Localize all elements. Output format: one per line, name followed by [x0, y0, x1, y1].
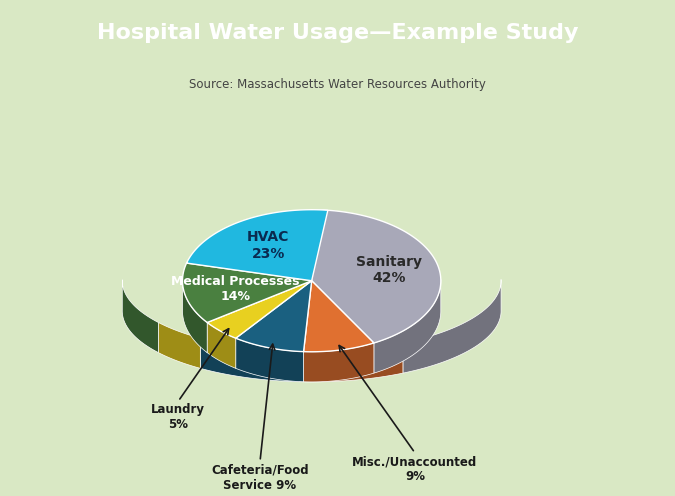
Polygon shape	[182, 280, 207, 353]
Polygon shape	[207, 322, 236, 369]
Polygon shape	[304, 343, 374, 382]
Polygon shape	[122, 280, 159, 353]
Text: Hospital Water Usage—Example Study: Hospital Water Usage—Example Study	[97, 23, 578, 43]
Polygon shape	[312, 210, 441, 343]
Polygon shape	[304, 281, 374, 352]
Polygon shape	[236, 281, 312, 352]
Polygon shape	[403, 279, 501, 373]
Polygon shape	[182, 263, 312, 322]
Text: Sanitary
42%: Sanitary 42%	[356, 254, 423, 285]
Text: Cafeteria/Food
Service 9%: Cafeteria/Food Service 9%	[211, 464, 309, 492]
Text: Medical Processes
14%: Medical Processes 14%	[171, 275, 300, 303]
Text: Misc./Unaccounted
9%: Misc./Unaccounted 9%	[352, 455, 478, 483]
Polygon shape	[300, 343, 403, 382]
Text: Laundry
5%: Laundry 5%	[151, 403, 205, 432]
Polygon shape	[200, 338, 300, 382]
Polygon shape	[374, 279, 441, 373]
Polygon shape	[159, 322, 200, 369]
Polygon shape	[236, 338, 304, 382]
Text: HVAC
23%: HVAC 23%	[247, 230, 290, 260]
Text: Source: Massachusetts Water Resources Authority: Source: Massachusetts Water Resources Au…	[189, 78, 486, 91]
Polygon shape	[207, 281, 312, 338]
Polygon shape	[186, 210, 328, 281]
